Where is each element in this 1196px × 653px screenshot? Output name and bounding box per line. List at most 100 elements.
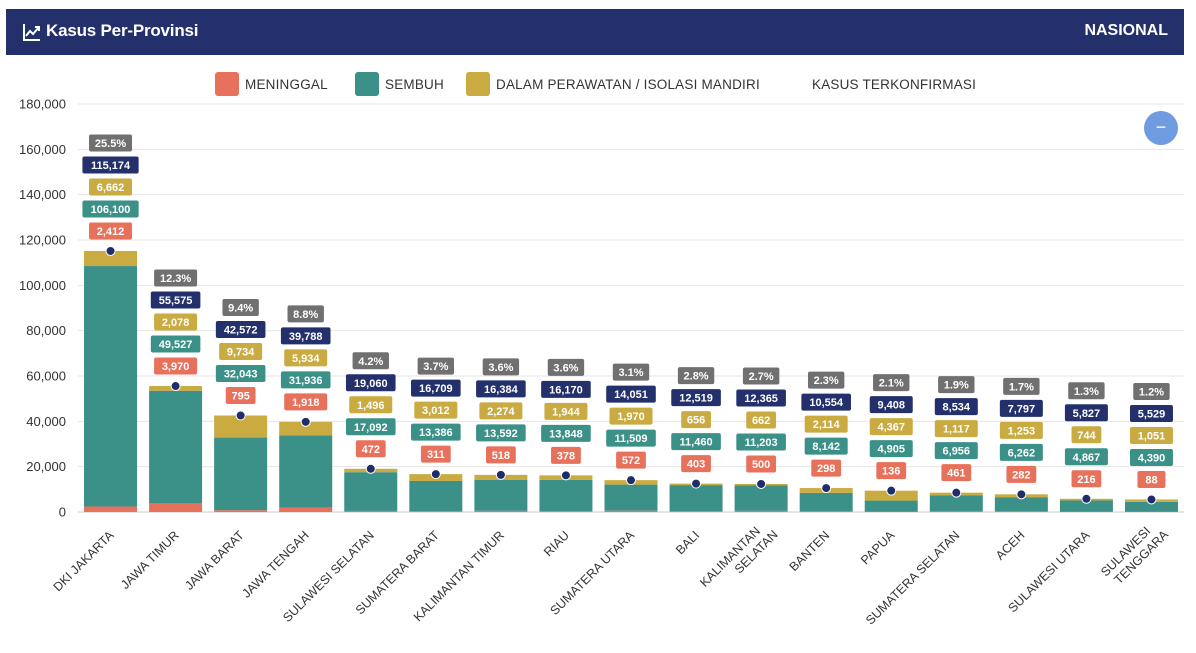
y-tick-label: 160,000 — [19, 142, 66, 157]
x-tick-label: BANTEN — [787, 528, 833, 574]
data-label-sembuh: 32,043 — [224, 369, 258, 381]
data-label-total-box — [476, 380, 526, 398]
data-label-total-box — [736, 389, 786, 407]
bar-segment-sembuh — [344, 472, 398, 511]
data-label-perawatan-box — [544, 402, 588, 420]
legend-swatch-meninggal — [215, 72, 239, 96]
y-tick-label: 120,000 — [19, 233, 66, 248]
data-label-total: 12,365 — [744, 393, 778, 405]
bar-segment-meninggal — [409, 511, 463, 512]
bar-segment-sembuh — [1059, 500, 1113, 512]
data-label-perawatan-box — [746, 411, 777, 429]
data-label-perawatan: 1,117 — [943, 424, 970, 436]
data-label-sembuh: 6,262 — [1008, 447, 1036, 459]
point-kasus-terkonfirmasi — [756, 478, 767, 489]
legend-item-kasus-terkonfirmasi[interactable]: KASUS TERKONFIRMASI — [812, 72, 976, 96]
legend-item-meninggal[interactable]: MENINGGAL — [215, 72, 328, 96]
data-label-percent: 3.6% — [488, 362, 513, 374]
data-label-perawatan-box — [284, 349, 328, 367]
data-label-total: 42,572 — [224, 325, 258, 337]
data-label-meninggal: 298 — [817, 463, 835, 475]
bar-segment-perawatan — [84, 250, 138, 267]
bar-segment-meninggal — [474, 510, 528, 512]
data-label-meninggal: 572 — [622, 455, 640, 467]
data-label-percent-box — [742, 367, 780, 385]
data-label-meninggal: 403 — [687, 459, 705, 471]
data-label-meninggal: 500 — [752, 459, 770, 471]
point-kasus-terkonfirmasi — [691, 478, 702, 489]
data-label-perawatan: 744 — [1077, 430, 1096, 442]
chart-legend: MENINGGAL SEMBUH DALAM PERAWATAN / ISOLA… — [0, 72, 1196, 96]
data-label-percent: 2.1% — [879, 378, 904, 390]
zoom-out-button[interactable]: − — [1144, 111, 1178, 145]
data-label-percent-box — [154, 269, 198, 287]
data-label-percent-box — [873, 374, 910, 392]
data-label-total: 10,554 — [809, 397, 844, 409]
data-label-sembuh: 13,386 — [419, 427, 453, 439]
data-label-sembuh: 49,527 — [159, 339, 193, 351]
legend-label-perawatan: DALAM PERAWATAN / ISOLASI MANDIRI — [496, 76, 760, 92]
point-kasus-terkonfirmasi — [560, 470, 571, 481]
data-label-perawatan: 2,078 — [162, 317, 190, 329]
data-label-percent-box — [547, 358, 585, 376]
legend-swatch-perawatan — [466, 72, 490, 96]
data-label-perawatan: 1,253 — [1008, 425, 1036, 437]
bar-segment-meninggal — [734, 510, 788, 512]
data-label-total: 14,051 — [614, 389, 648, 401]
bar-segment-meninggal — [279, 507, 333, 512]
data-label-total: 16,709 — [419, 383, 453, 395]
data-label-total-box — [345, 374, 396, 392]
data-label-perawatan: 5,934 — [292, 353, 320, 365]
legend-label-kasus-terkonfirmasi: KASUS TERKONFIRMASI — [812, 76, 977, 92]
data-label-sembuh-box — [804, 437, 848, 455]
y-tick-label: 60,000 — [26, 369, 66, 384]
data-label-meninggal: 282 — [1012, 469, 1030, 481]
data-label-total-box — [606, 385, 656, 403]
data-label-meninggal: 216 — [1077, 474, 1095, 486]
data-label-total-box — [801, 393, 851, 411]
data-label-perawatan: 3,012 — [422, 405, 450, 417]
data-label-sembuh: 11,203 — [745, 437, 778, 449]
data-label-sembuh: 11,509 — [614, 433, 647, 445]
data-label-sembuh: 4,867 — [1073, 452, 1101, 464]
data-label-total: 16,384 — [484, 384, 519, 396]
data-label-perawatan-box — [681, 411, 711, 429]
bar-segment-meninggal — [214, 510, 268, 512]
data-label-perawatan: 1,970 — [617, 411, 645, 423]
scope-selector[interactable]: NASIONAL — [1084, 22, 1168, 39]
data-label-sembuh-box — [999, 443, 1043, 461]
data-label-percent: 1.7% — [1009, 381, 1034, 393]
x-tick-label: JAWA BARAT — [182, 528, 247, 593]
data-label-sembuh: 8,142 — [812, 441, 840, 453]
data-label-meninggal-box — [225, 387, 256, 405]
bar-segment-meninggal — [929, 510, 983, 512]
data-label-meninggal-box — [681, 455, 711, 473]
y-tick-label: 140,000 — [19, 187, 66, 202]
data-label-meninggal-box — [1071, 470, 1102, 488]
bar-segment-sembuh — [279, 435, 333, 508]
data-label-total-box — [1064, 404, 1108, 422]
y-tick-label: 20,000 — [26, 459, 66, 474]
point-kasus-terkonfirmasi — [821, 483, 832, 494]
data-label-perawatan: 9,734 — [227, 347, 255, 359]
data-label-meninggal-box — [154, 357, 198, 375]
legend-label-sembuh: SEMBUH — [385, 76, 444, 92]
data-label-total: 16,170 — [549, 384, 583, 396]
data-label-meninggal-box — [876, 462, 907, 480]
data-label-meninggal: 3,970 — [162, 361, 190, 373]
bar-segment-meninggal — [669, 511, 723, 512]
legend-item-perawatan[interactable]: DALAM PERAWATAN / ISOLASI MANDIRI — [466, 72, 760, 96]
data-label-percent: 12.3% — [160, 273, 191, 285]
bar-segment-meninggal — [994, 511, 1048, 512]
legend-item-sembuh[interactable]: SEMBUH — [355, 72, 444, 96]
data-label-percent: 3.7% — [423, 361, 448, 373]
data-label-sembuh-box — [736, 433, 786, 451]
point-kasus-terkonfirmasi — [1081, 493, 1092, 504]
point-kasus-terkonfirmasi — [951, 487, 962, 498]
data-label-percent-box — [612, 363, 650, 381]
data-label-percent: 2.8% — [684, 371, 709, 383]
data-label-perawatan: 662 — [752, 415, 770, 427]
point-kasus-terkonfirmasi — [170, 381, 181, 392]
bar-segment-sembuh — [409, 480, 463, 512]
data-label-percent-box — [1133, 382, 1170, 400]
